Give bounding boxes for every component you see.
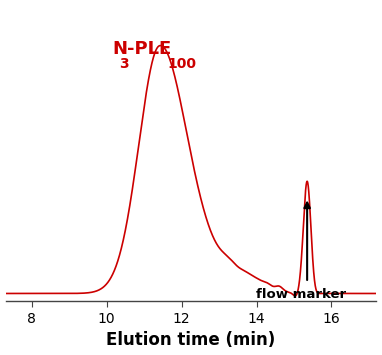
Text: N: N — [112, 39, 127, 58]
Text: 3: 3 — [119, 57, 128, 71]
X-axis label: Elution time (min): Elution time (min) — [106, 332, 276, 349]
Text: -PLE: -PLE — [126, 39, 171, 58]
Text: flow marker: flow marker — [256, 288, 346, 301]
Text: 100: 100 — [168, 57, 197, 71]
